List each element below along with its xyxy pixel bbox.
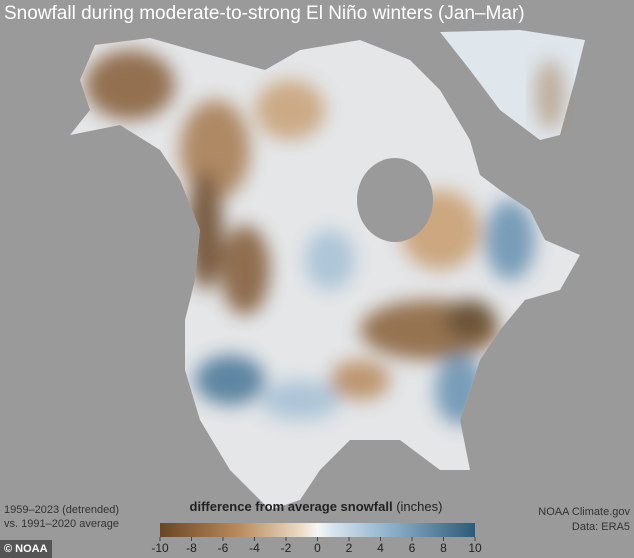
legend-title: difference from average snowfall (inches… bbox=[190, 499, 443, 514]
title: Snowfall during moderate-to-strong El Ni… bbox=[4, 3, 525, 24]
legend-title-text: difference from average snowfall bbox=[190, 499, 393, 514]
logo: © NOAA bbox=[4, 543, 48, 555]
colorbar-ticks: -10 -8 -6 -4 -2 0 2 4 6 8 10 bbox=[151, 537, 482, 555]
colorbar bbox=[160, 523, 475, 537]
footnote: vs. 1991–2020 average bbox=[4, 518, 119, 530]
data-credit: Data: ERA5 bbox=[572, 521, 630, 533]
tick-label: -2 bbox=[281, 541, 292, 555]
logo-box bbox=[0, 540, 52, 558]
tick-label: 8 bbox=[440, 541, 447, 555]
source-credit: NOAA Climate.gov bbox=[538, 506, 630, 518]
legend-units: (inches) bbox=[396, 499, 442, 514]
tick-label: -10 bbox=[151, 541, 169, 555]
tick-label: -6 bbox=[218, 541, 229, 555]
tick-label: -8 bbox=[186, 541, 197, 555]
tick-label: -4 bbox=[249, 541, 260, 555]
tick-label: 10 bbox=[468, 541, 482, 555]
tick-label: 6 bbox=[409, 541, 416, 555]
footnote: 1959–2023 (detrended) bbox=[4, 504, 119, 516]
tick-label: 0 bbox=[314, 541, 321, 555]
tick-label: 2 bbox=[346, 541, 353, 555]
tick-label: 4 bbox=[377, 541, 384, 555]
